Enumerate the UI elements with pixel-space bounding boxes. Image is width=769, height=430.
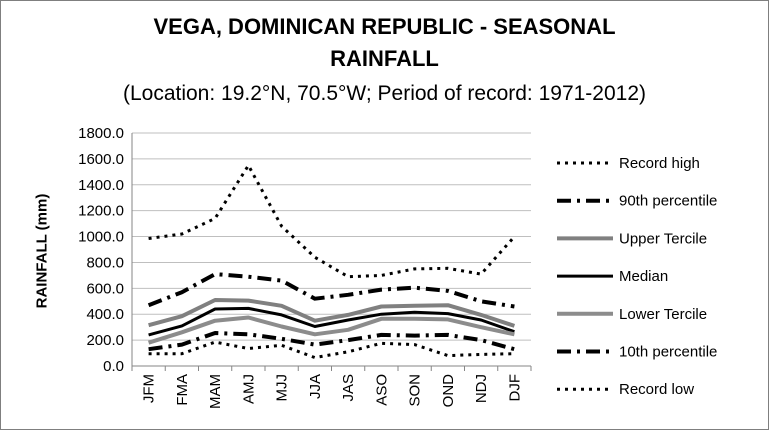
series-line-upper-tercile [148,298,516,328]
x-tick-label: SON [407,374,424,407]
chart-title: VEGA, DOMINICAN REPUBLIC - SEASONAL RAIN… [1,11,768,75]
y-tick-label: 600.0 [86,280,124,297]
chart-title-line-2: RAINFALL [330,46,439,71]
y-tick-label: 1600.0 [78,151,124,168]
series-line-record-low [148,340,515,360]
y-tick-label: 1000.0 [78,229,124,246]
x-tick-label: NDJ [473,374,490,403]
x-tick-label: AMJ [240,374,257,404]
y-tick-label: 1200.0 [78,203,124,220]
x-tick-label: OND [440,374,457,408]
chart-subtitle: (Location: 19.2°N, 70.5°W; Period of rec… [122,82,647,105]
legend-label-90th-percentile: 90th percentile [619,193,717,210]
x-tick-label: ASO [373,374,390,406]
series-line-lower-tercile [148,315,515,345]
y-tick-label: 800.0 [86,254,124,271]
x-tick-label: MJJ [274,374,291,402]
x-tick-label: MAM [207,374,224,409]
legend-label-10th-percentile: 10th percentile [619,344,717,361]
legend-label-record-low: Record low [619,381,694,398]
x-tick-label: DJF [506,374,523,402]
series-line-median [148,306,515,337]
legend-label-median: Median [619,268,668,285]
y-tick-label: 1800.0 [78,125,124,142]
series-line-90th-percentile [147,272,515,309]
chart-title-line-1: VEGA, DOMINICAN REPUBLIC - SEASONAL [153,14,616,39]
x-tick-label: FMA [174,374,191,406]
series-line-record-high [148,163,516,279]
legend-label-upper-tercile: Upper Tercile [619,230,707,247]
x-tick-label: JFM [141,374,158,403]
y-tick-label: 200.0 [86,332,124,349]
y-tick-label: 400.0 [86,306,124,323]
legend-label-lower-tercile: Lower Tercile [619,306,707,323]
x-tick-label: JAS [340,374,357,402]
y-tick-label: 1400.0 [78,177,124,194]
series-line-10th-percentile [148,331,515,352]
y-tick-label: 0.0 [103,358,124,375]
x-tick-label: JJA [307,374,324,399]
legend-label-record-high: Record high [619,155,700,172]
